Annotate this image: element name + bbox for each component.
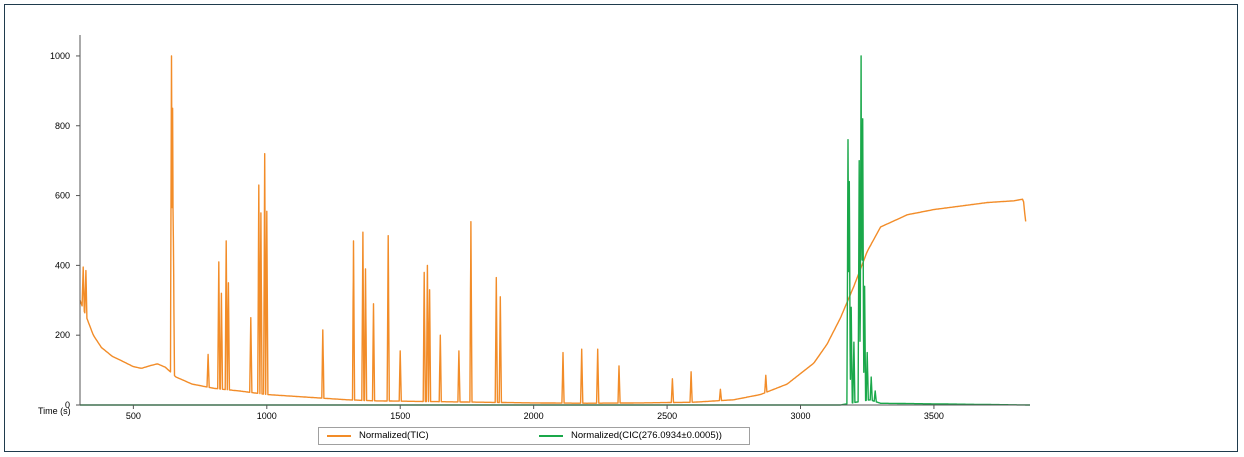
y-tick-label: 400: [55, 260, 70, 270]
x-axis-label: Time (s): [38, 406, 71, 416]
x-tick-label: 2500: [657, 411, 677, 421]
legend: Normalized(TIC) Normalized(CIC(276.0934±…: [318, 427, 750, 445]
x-tick-label: 1500: [390, 411, 410, 421]
x-tick-label: 2000: [524, 411, 544, 421]
y-tick-label: 0: [65, 400, 70, 410]
y-tick-label: 1000: [50, 51, 70, 61]
series-layer: [79, 55, 1030, 406]
series-tic-line: [79, 55, 1027, 404]
legend-label-tic: Normalized(TIC): [359, 430, 429, 441]
legend-item-cic: Normalized(CIC(276.0934±0.0005)): [539, 430, 722, 441]
legend-item-tic: Normalized(TIC): [327, 430, 429, 441]
legend-swatch-cic: [539, 434, 563, 437]
x-tick-label: 1000: [257, 411, 277, 421]
y-tick-label: 200: [55, 330, 70, 340]
x-tick-label: 3000: [790, 411, 810, 421]
x-tick-label: 500: [126, 411, 141, 421]
legend-swatch-tic: [327, 434, 351, 437]
x-tick-label: 3500: [924, 411, 944, 421]
axis-layer: 0 200 400 600 800 1000 500 1000 1500 2000 2500 3000…: [50, 35, 1030, 421]
y-tick-label: 600: [55, 191, 70, 201]
legend-label-cic: Normalized(CIC(276.0934±0.0005)): [571, 430, 722, 441]
y-tick-label: 800: [55, 121, 70, 131]
chart-frame: [4, 4, 1238, 452]
